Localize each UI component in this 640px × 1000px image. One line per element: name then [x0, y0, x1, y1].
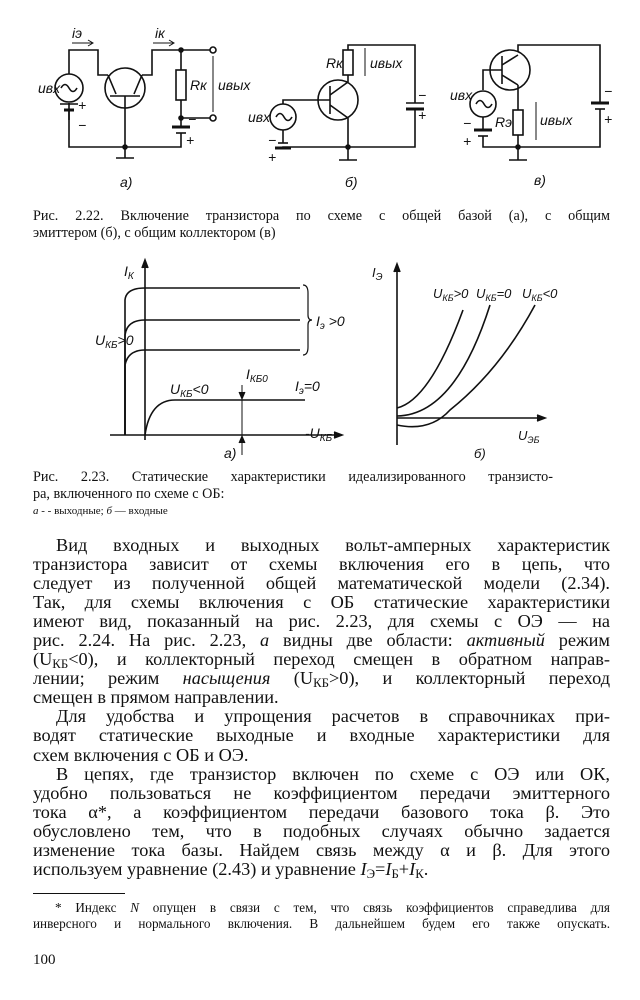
curve-ukb-pos	[396, 309, 464, 409]
plus-sign: +	[604, 111, 612, 127]
label-curve-2: UКБ=0	[476, 286, 512, 303]
label-uin: uвх	[450, 87, 473, 103]
label-uout: uвых	[540, 112, 573, 128]
plus-sign: +	[78, 97, 86, 113]
label-uin: uвх	[38, 80, 61, 96]
curve	[124, 287, 300, 435]
output-characteristics	[110, 257, 345, 455]
figure-2-22-caption: Рис. 2.22. Включение транзистора по схем…	[33, 208, 610, 241]
label-a: а)	[224, 445, 236, 461]
y-axis-label: IК	[124, 263, 135, 282]
label-ie-pos: Iэ >0	[316, 313, 345, 332]
circuit-common-collector	[469, 44, 609, 161]
plus-sign: +	[268, 149, 276, 165]
label-curve-1: UКБ>0	[433, 286, 469, 303]
circuit-common-emitter	[269, 44, 424, 161]
ac-source-icon	[269, 103, 297, 131]
minus-sign: −	[463, 115, 471, 131]
plus-sign: +	[186, 132, 194, 148]
label-b: б)	[345, 174, 358, 190]
ac-source-icon	[469, 90, 497, 118]
input-characteristics	[393, 261, 548, 445]
figure-legend: а - - выходные; б — входные	[33, 505, 168, 517]
label-a: а)	[120, 174, 132, 190]
label-ik: iк	[155, 25, 166, 41]
figure-2-23: IК UКБ>0 Iэ >0 UКБ<0 IКБ0 Iэ=0 -UКБ а) I…	[95, 257, 558, 461]
resistor-icon	[175, 69, 187, 101]
label-c: в)	[534, 172, 546, 188]
brace	[302, 284, 313, 356]
circuit-common-base	[54, 39, 217, 159]
plus-sign: +	[418, 107, 426, 123]
x-axis-label: -UКБ	[305, 425, 333, 444]
minus-sign: −	[418, 87, 426, 103]
figure-2-23-caption: Рис. 2.23. Статические характеристики ид…	[33, 469, 553, 520]
minus-sign: −	[78, 117, 86, 133]
x-axis-label: UЭБ	[518, 428, 540, 445]
resistor-icon	[342, 49, 354, 76]
plus-sign: +	[463, 133, 471, 149]
y-axis-label: IЭ	[372, 265, 383, 283]
label-ikb0: IКБ0	[246, 366, 268, 385]
label-ukb-pos: UКБ>0	[95, 332, 134, 351]
body-text: Вид входных и выходных вольт-амперных ха…	[33, 535, 610, 881]
label-rk: Rк	[326, 55, 344, 71]
label-curve-3: UКБ<0	[522, 286, 558, 303]
label-uout: uвых	[370, 55, 403, 71]
figure-2-22: iэ iк uвх Rк uвых + − − + а) Rк uвых uвх…	[38, 25, 612, 190]
label-re: Rэ	[495, 114, 512, 130]
minus-sign: −	[188, 111, 196, 127]
curve	[124, 349, 300, 435]
label-ukb-neg: UКБ<0	[170, 381, 209, 400]
label-rk: Rк	[190, 77, 208, 93]
curve	[124, 319, 300, 435]
label-uin: uвх	[248, 109, 271, 125]
curve-ukb-zero	[396, 304, 491, 417]
minus-sign: −	[604, 83, 612, 99]
curve-ukb-neg	[396, 304, 536, 428]
page-number: 100	[33, 952, 56, 968]
minus-sign: −	[268, 132, 276, 148]
curve-ie-zero	[144, 399, 305, 436]
footnote: * Индекс N опущен в связи с тем, что свя…	[33, 900, 610, 931]
footnote-divider	[33, 893, 125, 894]
resistor-icon	[512, 109, 524, 136]
label-ie: iэ	[72, 25, 82, 41]
label-ie-zero: Iэ=0	[295, 378, 320, 397]
label-b: б)	[474, 446, 486, 461]
label-uout: uвых	[218, 77, 251, 93]
